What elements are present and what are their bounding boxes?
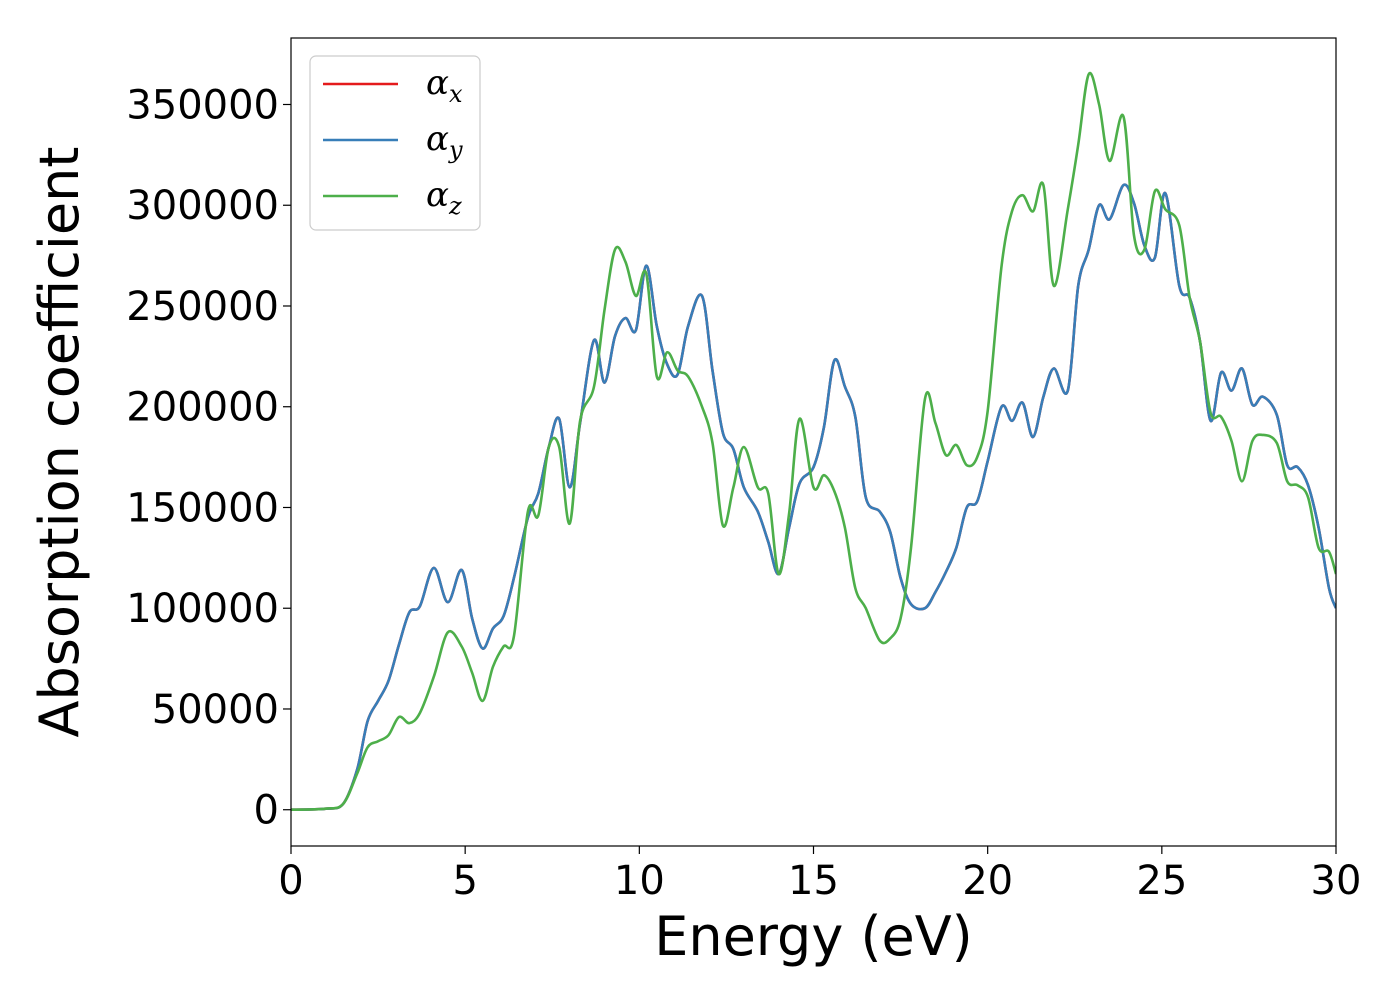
x-tick-label: 25 <box>1136 858 1187 904</box>
y-tick-label: 300000 <box>126 183 279 229</box>
x-tick-label: 0 <box>278 858 303 904</box>
y-tick-label: 100000 <box>126 586 279 632</box>
legend-box <box>309 55 481 231</box>
y-tick-label: 50000 <box>152 687 279 733</box>
plot-lines <box>291 71 1336 811</box>
x-tick-label: 30 <box>1311 858 1362 904</box>
y-tick-label: 150000 <box>126 485 279 531</box>
y-tick-label: 0 <box>254 788 279 834</box>
x-tick-label: 20 <box>962 858 1013 904</box>
x-axis-label: Energy (eV) <box>654 905 973 968</box>
legend-label-alpha-x: αx <box>426 63 463 108</box>
y-tick-label: 250000 <box>126 284 279 330</box>
x-tick-label: 15 <box>788 858 839 904</box>
x-tick-label: 5 <box>452 858 477 904</box>
series-line-alpha-y <box>291 183 1336 811</box>
y-tick-label: 200000 <box>126 385 279 431</box>
y-axis-ticks: 0 50000 100000 150000 200000 250000 300000 3500… <box>126 82 291 834</box>
legend: αx αy αz <box>309 55 481 231</box>
legend-label-alpha-y: αy <box>426 119 463 164</box>
y-axis-label: Absorption coefficient <box>28 147 91 738</box>
x-tick-label: 10 <box>614 858 665 904</box>
legend-label-alpha-z: αz <box>426 175 462 220</box>
series-line-alpha-z <box>291 71 1336 811</box>
x-axis-ticks: 0 5 10 15 20 25 30 <box>278 846 1361 904</box>
y-tick-label: 350000 <box>126 82 279 128</box>
